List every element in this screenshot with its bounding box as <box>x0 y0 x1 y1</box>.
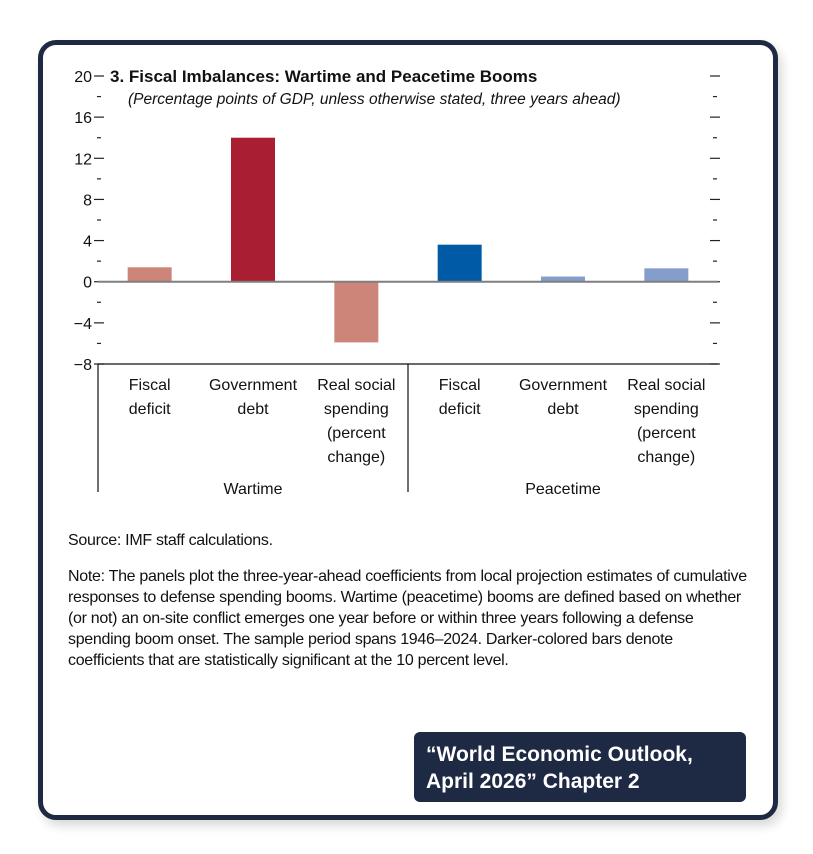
category-label: (percent <box>327 425 386 442</box>
y-tick-label: 20 <box>74 69 92 86</box>
y-tick-label: −8 <box>74 357 92 374</box>
badge-line-1: “World Economic Outlook, <box>426 743 693 766</box>
category-label: spending <box>324 401 389 418</box>
category-label: debt <box>547 401 579 418</box>
badge-line-2: April 2026” Chapter 2 <box>426 770 640 793</box>
group-label: Peacetime <box>525 481 601 498</box>
source-text: Source: IMF staff calculations. <box>68 532 273 549</box>
bar-peacetime-3 <box>644 268 689 282</box>
bar-wartime-1 <box>127 267 172 282</box>
category-label: change) <box>637 449 695 466</box>
y-tick-label: 16 <box>74 110 92 127</box>
bar-peacetime-1 <box>437 244 482 282</box>
category-label: spending <box>634 401 699 418</box>
bar-chart: 3. Fiscal Imbalances: Wartime and Peacet… <box>74 67 720 498</box>
category-label: Government <box>209 377 298 394</box>
category-label: Fiscal <box>129 377 171 394</box>
bar-peacetime-2 <box>541 276 585 282</box>
bar-wartime-2 <box>231 137 275 282</box>
category-label: deficit <box>129 401 171 418</box>
y-tick-label: 8 <box>83 192 92 209</box>
category-label: (percent <box>637 425 696 442</box>
category-label: Government <box>519 377 608 394</box>
publication-badge: “World Economic Outlook, April 2026” Cha… <box>414 732 746 802</box>
chart-subtitle: (Percentage points of GDP, unless otherw… <box>128 91 621 108</box>
category-label: Real social <box>317 377 395 394</box>
y-tick-label: 0 <box>83 275 92 292</box>
chart-title: 3. Fiscal Imbalances: Wartime and Peacet… <box>110 67 537 86</box>
group-label: Wartime <box>224 481 283 498</box>
category-label: change) <box>327 449 385 466</box>
category-label: Real social <box>627 377 705 394</box>
note-text: Note: The panels plot the three-year-ahe… <box>68 568 747 669</box>
bar-wartime-3 <box>334 281 379 343</box>
category-label: debt <box>237 401 269 418</box>
y-tick-label: 12 <box>74 151 92 168</box>
category-label: Fiscal <box>439 377 481 394</box>
category-label: deficit <box>439 401 481 418</box>
y-tick-label: −4 <box>74 316 92 333</box>
y-tick-label: 4 <box>83 234 92 251</box>
